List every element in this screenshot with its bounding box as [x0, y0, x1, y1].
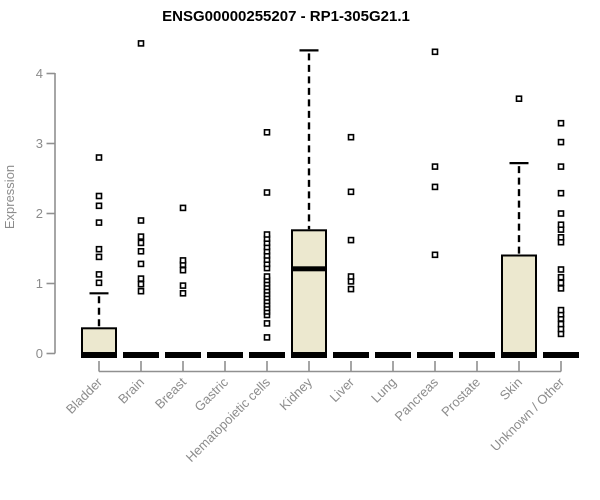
- outlier-point: [179, 289, 187, 297]
- outlier-point: [95, 271, 103, 278]
- box-Kidney: [291, 229, 327, 357]
- median-line: [292, 266, 326, 272]
- outlier-point: [137, 260, 145, 268]
- outlier-point: [557, 210, 565, 217]
- outlier-point: [557, 138, 565, 146]
- outlier-point: [557, 285, 565, 292]
- baseline-bar: [81, 352, 117, 358]
- x-category-label: Pancreas: [392, 374, 442, 424]
- outlier-point: [137, 233, 145, 240]
- outlier-point: [137, 40, 145, 47]
- outlier-point: [557, 306, 565, 314]
- outlier-point: [515, 95, 523, 102]
- x-category-label: Gastric: [191, 374, 231, 414]
- x-category-label: Bladder: [63, 374, 106, 417]
- outlier-point: [95, 245, 103, 253]
- baseline-bar: [459, 352, 495, 358]
- outlier-point: [179, 282, 187, 289]
- y-tick-label: 1: [36, 276, 43, 291]
- y-tick-label: 4: [36, 66, 43, 81]
- outlier-point: [557, 119, 565, 127]
- x-category-label: Lung: [368, 375, 399, 406]
- outlier-point: [95, 279, 103, 287]
- baseline-bar: [249, 352, 285, 358]
- x-category-label: Skin: [497, 375, 525, 403]
- outlier-point: [431, 163, 439, 170]
- outlier-point: [137, 248, 145, 255]
- outlier-point: [347, 236, 355, 244]
- x-category-label: Prostate: [438, 375, 483, 420]
- outlier-point: [95, 219, 103, 226]
- baseline-bar: [375, 352, 411, 358]
- y-tick-label: 2: [36, 206, 43, 221]
- outlier-point: [263, 231, 271, 238]
- outlier-point: [95, 253, 103, 261]
- outlier-point: [137, 280, 145, 288]
- outlier-point: [557, 189, 565, 197]
- outlier-point: [347, 273, 355, 280]
- outlier-point: [95, 154, 103, 161]
- outlier-point: [179, 257, 187, 264]
- outlier-point: [347, 133, 355, 141]
- outlier-point: [137, 275, 145, 282]
- outlier-point: [137, 287, 145, 295]
- outlier-point: [431, 183, 439, 191]
- outlier-point: [347, 285, 355, 293]
- outlier-point: [557, 234, 565, 241]
- baseline-bar: [543, 352, 579, 358]
- box-Bladder: [81, 327, 117, 357]
- baseline-bar: [291, 352, 327, 358]
- outlier-point: [95, 192, 103, 200]
- outlier-point: [263, 334, 271, 341]
- baseline-bar: [207, 352, 243, 358]
- outlier-point: [263, 273, 271, 280]
- outlier-point: [347, 188, 355, 196]
- chart-title: ENSG00000255207 - RP1-305G21.1: [162, 8, 410, 25]
- outlier-point: [557, 266, 565, 273]
- outlier-point: [557, 320, 565, 328]
- x-category-label: Breast: [152, 374, 189, 411]
- outlier-point: [263, 320, 271, 327]
- outlier-point: [557, 221, 565, 228]
- outlier-point: [95, 202, 103, 210]
- y-tick-label: 0: [36, 346, 43, 361]
- baseline-bar: [417, 352, 453, 358]
- outlier-point: [137, 217, 145, 224]
- outlier-point: [557, 163, 565, 170]
- x-category-label: Unknown / Other: [488, 374, 568, 454]
- outlier-point: [179, 266, 187, 274]
- x-category-label: Kidney: [276, 374, 315, 413]
- outlier-point: [179, 204, 187, 212]
- baseline-bar: [165, 352, 201, 358]
- outlier-point: [263, 129, 271, 136]
- x-category-label: Brain: [115, 375, 147, 407]
- baseline-bar: [501, 352, 537, 358]
- y-axis-label: Expression: [2, 165, 17, 229]
- y-tick-label: 3: [36, 136, 43, 151]
- baseline-bar: [333, 352, 369, 358]
- outlier-point: [557, 273, 565, 281]
- outlier-point: [431, 48, 439, 56]
- box-Skin: [501, 254, 537, 357]
- outlier-point: [137, 239, 145, 247]
- x-category-label: Liver: [327, 374, 358, 405]
- baseline-bar: [123, 352, 159, 358]
- outlier-point: [263, 189, 271, 196]
- outlier-point: [557, 279, 565, 287]
- outlier-point: [431, 251, 439, 259]
